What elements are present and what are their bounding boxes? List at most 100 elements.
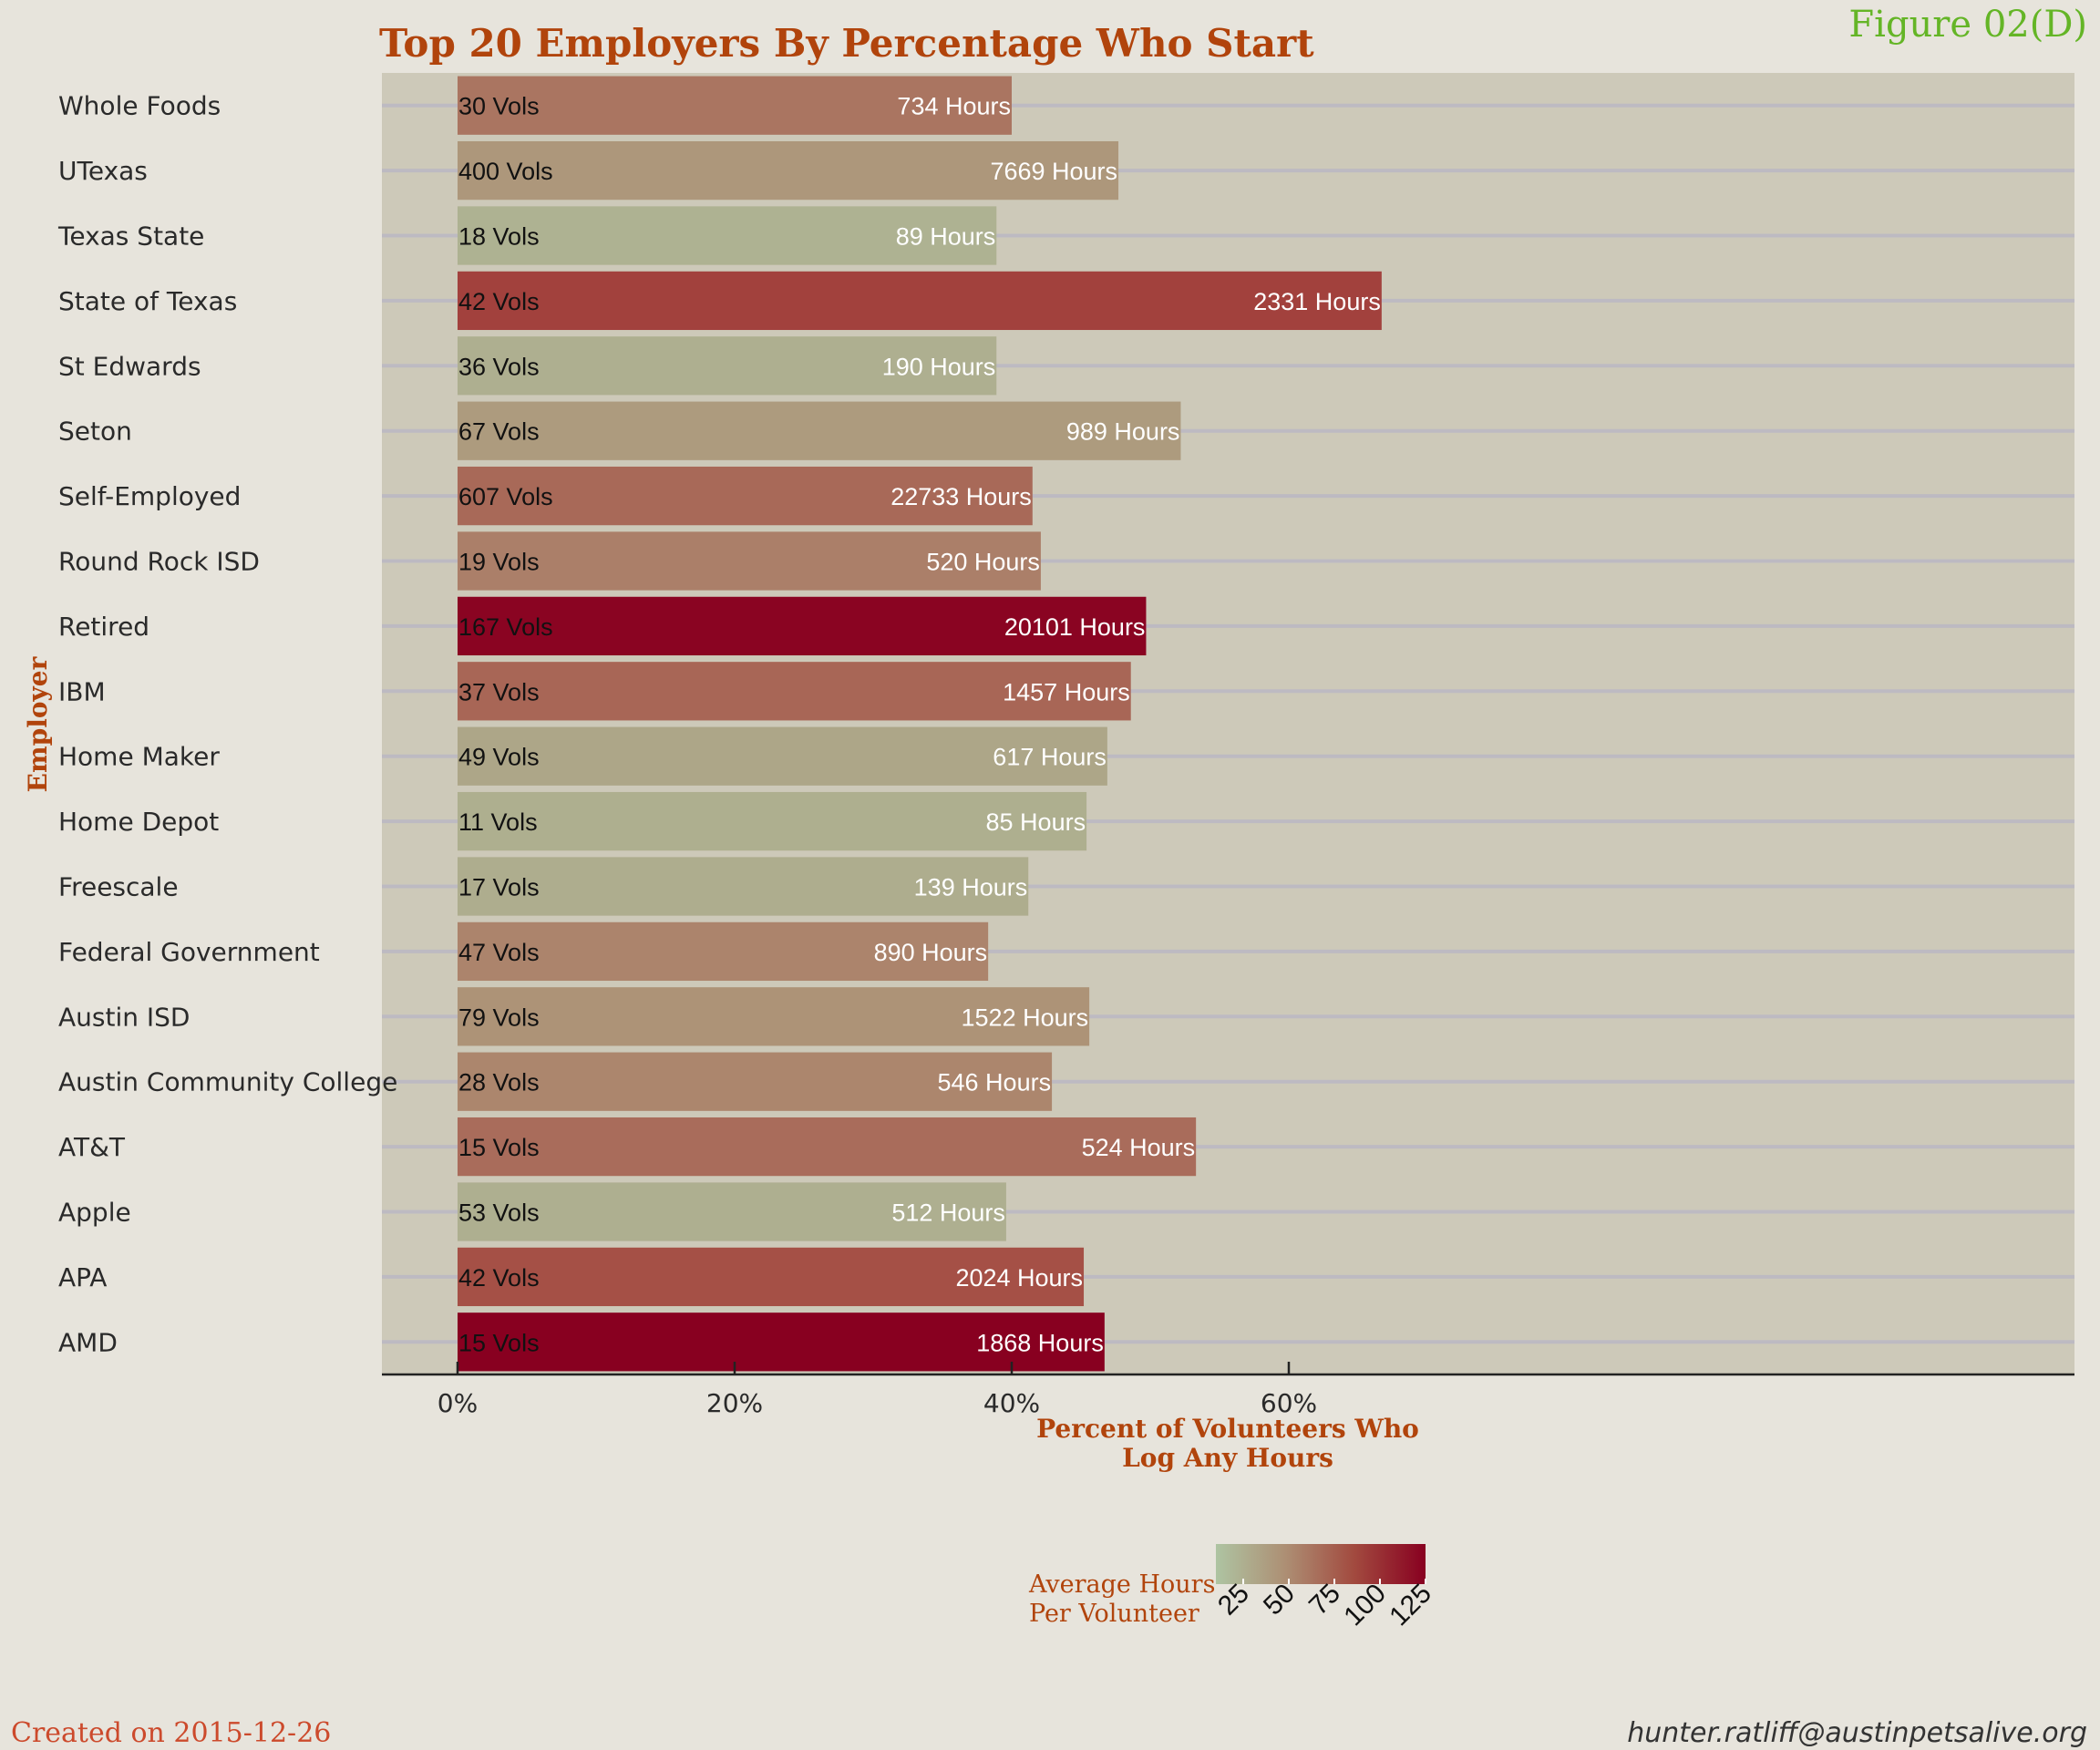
y-tick-label: Seton: [58, 417, 132, 447]
bar: [458, 987, 1090, 1046]
legend-title: Average Hours Per Volunteer: [1028, 1570, 1215, 1628]
vols-label: 15 Vols: [458, 1329, 540, 1356]
created-date: Created on 2015-12-26: [11, 1717, 331, 1749]
bar: [458, 1247, 1085, 1307]
bar: [458, 1117, 1197, 1177]
hours-label: 524 Hours: [1082, 1134, 1196, 1161]
vols-label: 30 Vols: [458, 93, 540, 120]
hours-label: 190 Hours: [882, 353, 996, 380]
vols-label: 607 Vols: [458, 483, 553, 510]
y-tick-label: Texas State: [57, 221, 204, 252]
y-tick-label: Home Depot: [58, 807, 219, 837]
hours-label: 22733 Hours: [890, 483, 1032, 510]
y-tick-label: St Edwards: [58, 351, 201, 381]
hours-label: 139 Hours: [914, 874, 1028, 901]
x-tick-label: 0%: [438, 1388, 478, 1418]
hours-label: 7669 Hours: [990, 158, 1117, 185]
legend-tick-label: 50: [1258, 1579, 1301, 1621]
hours-label: 1522 Hours: [962, 1004, 1089, 1031]
bar: [458, 336, 997, 396]
legend-colorbar: [1216, 1544, 1426, 1584]
bar: [458, 596, 1147, 656]
hours-label: 512 Hours: [891, 1199, 1005, 1227]
y-tick-label: Austin ISD: [58, 1002, 190, 1032]
vols-label: 15 Vols: [458, 1134, 540, 1161]
vols-label: 18 Vols: [458, 223, 540, 251]
y-tick-label: Round Rock ISD: [58, 547, 260, 577]
hours-label: 734 Hours: [897, 93, 1011, 120]
hours-label: 520 Hours: [926, 549, 1040, 576]
vols-label: 167 Vols: [458, 613, 553, 641]
bar: [458, 1312, 1105, 1372]
hours-label: 546 Hours: [938, 1069, 1052, 1096]
bar: [458, 1052, 1053, 1111]
vols-label: 17 Vols: [458, 874, 540, 901]
chart-title: Top 20 Employers By Percentage Who Start: [379, 21, 1314, 66]
bar: [458, 726, 1107, 786]
vols-label: 79 Vols: [458, 1004, 540, 1031]
legend-tick-label: 100: [1338, 1579, 1392, 1632]
vols-label: 400 Vols: [458, 158, 553, 185]
bar: [458, 206, 997, 265]
vols-label: 42 Vols: [458, 1264, 540, 1292]
hours-label: 890 Hours: [874, 939, 988, 966]
y-tick-label: Freescale: [58, 872, 179, 902]
hours-label: 989 Hours: [1066, 418, 1180, 446]
vols-label: 67 Vols: [458, 418, 540, 446]
vols-label: 42 Vols: [458, 288, 540, 315]
y-tick-label: IBM: [58, 676, 106, 706]
y-tick-label: Retired: [58, 612, 149, 642]
bar: [458, 791, 1087, 851]
plot-panel: [382, 73, 2074, 1374]
y-axis-title: Employer: [23, 655, 53, 792]
y-tick-label: Austin Community College: [58, 1067, 397, 1097]
x-axis-title: Percent of Volunteers Who Log Any Hours: [1036, 1414, 1419, 1473]
y-tick-label: Self-Employed: [58, 481, 241, 511]
hours-label: 20101 Hours: [1004, 613, 1146, 641]
bar: [458, 1182, 1006, 1241]
vols-label: 47 Vols: [458, 939, 540, 966]
vols-label: 37 Vols: [458, 678, 540, 705]
vols-label: 36 Vols: [458, 353, 540, 380]
bar: [458, 857, 1029, 916]
bar: [458, 271, 1382, 331]
hours-label: 2024 Hours: [955, 1264, 1083, 1292]
y-tick-label: AMD: [58, 1327, 118, 1357]
vols-label: 28 Vols: [458, 1069, 540, 1096]
bar: [458, 466, 1033, 526]
bars: 30 Vols 734 Hours 400 Vols 7669 Hours 18 Vol…: [458, 76, 1382, 1372]
bar: [458, 531, 1041, 591]
legend-tick-label: 125: [1384, 1579, 1437, 1632]
vols-label: 49 Vols: [458, 744, 540, 771]
y-tick-label: APA: [58, 1262, 107, 1292]
legend-tick-label: 75: [1303, 1579, 1346, 1621]
vols-label: 19 Vols: [458, 549, 540, 576]
vols-label: 11 Vols: [458, 808, 538, 836]
x-tick-label: 20%: [706, 1388, 763, 1418]
bar: [458, 662, 1131, 721]
y-axis-labels: Whole Foods UTexas Texas State State of Tex…: [57, 91, 397, 1358]
figure-label: Figure 02(D): [1848, 4, 2087, 46]
author-email: hunter.ratliff@austinpetsalive.org: [1627, 1717, 2087, 1749]
y-tick-label: UTexas: [58, 156, 148, 186]
x-tick-label: 40%: [983, 1388, 1040, 1418]
y-tick-label: Whole Foods: [58, 91, 221, 121]
y-tick-label: Home Maker: [58, 742, 220, 772]
hours-label: 89 Hours: [896, 223, 996, 251]
hours-label: 1868 Hours: [976, 1329, 1104, 1356]
x-axis: 0% 20% 40% 60%: [438, 1362, 1317, 1418]
hours-label: 617 Hours: [993, 744, 1107, 771]
legend-tick-label: 25: [1212, 1579, 1255, 1621]
hours-label: 2331 Hours: [1253, 288, 1381, 315]
bar: [458, 76, 1012, 135]
y-tick-label: State of Texas: [58, 286, 237, 316]
bar: [458, 140, 1119, 201]
vols-label: 53 Vols: [458, 1199, 540, 1227]
hours-label: 1457 Hours: [1003, 678, 1130, 705]
y-tick-label: AT&T: [58, 1132, 126, 1162]
y-tick-label: Federal Government: [58, 937, 320, 967]
bar: [458, 921, 989, 982]
